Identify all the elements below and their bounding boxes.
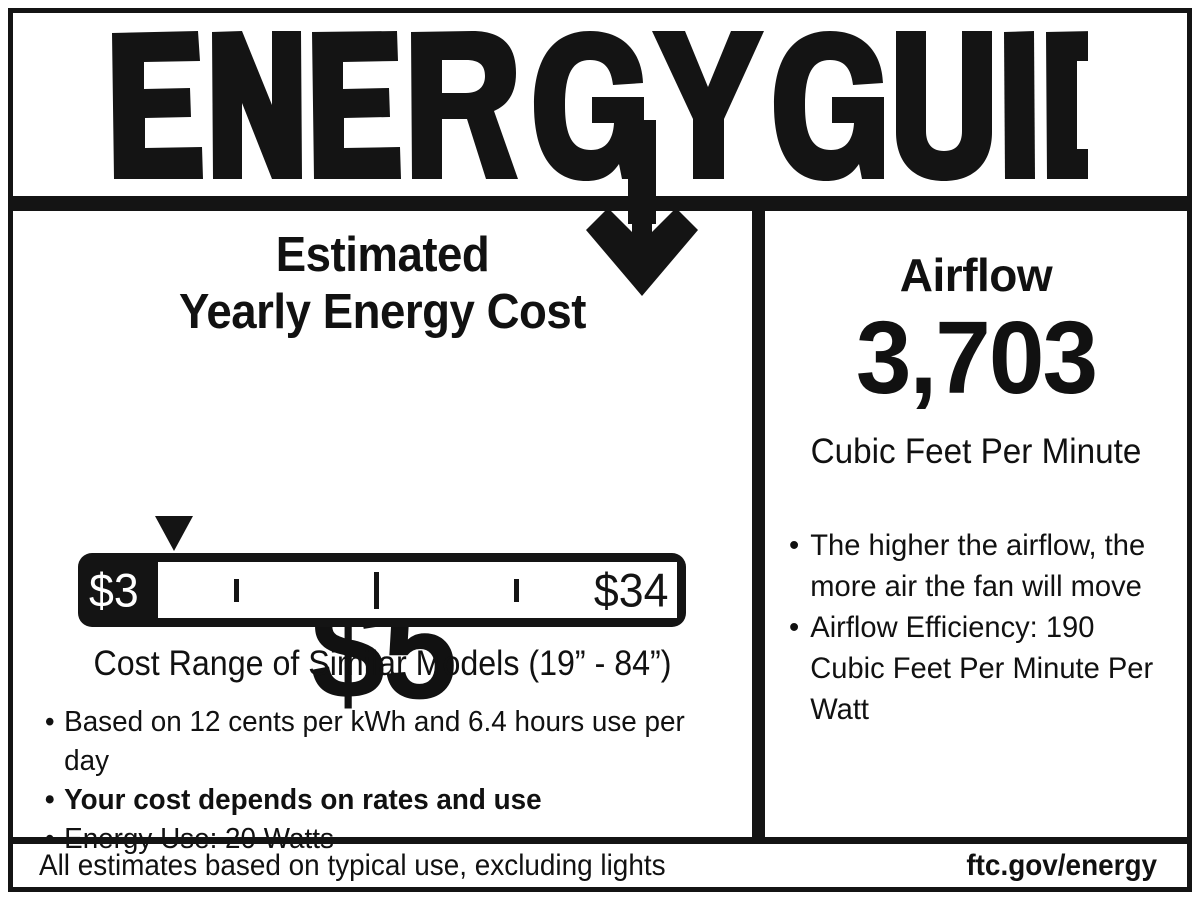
range-tick-2 [374,572,379,609]
list-item: • Your cost depends on rates and use [43,781,720,820]
list-item: • Airflow Efficiency: 190 Cubic Feet Per… [787,607,1167,730]
energyguide-logo [13,13,1187,196]
airflow-bullets: • The higher the airflow, the more air t… [787,525,1179,730]
estimated-cost-heading: Estimated Yearly Energy Cost [39,227,726,341]
cost-range-bar: $3 $34 [78,553,686,627]
label-header [13,13,1187,196]
cost-range-track: $34 [158,562,677,618]
airflow-panel: Airflow 3,703 Cubic Feet Per Minute • Th… [765,211,1187,837]
down-arrow-stem [628,120,656,224]
cost-range-high-label: $34 [593,563,668,617]
label-border [8,8,1192,892]
cost-range-widget: $3 $34 [78,507,703,639]
footer-note: All estimates based on typical use, excl… [39,849,666,882]
list-item-label: Based on 12 cents per kWh and 6.4 hours … [64,706,685,777]
energyguide-logo-icon [112,31,1088,181]
header-divider-rule [8,196,1192,211]
bullet-dot-icon: • [788,611,800,644]
estimated-cost-bullets: • Based on 12 cents per kWh and 6.4 hour… [43,703,748,859]
estimated-cost-heading-line1: Estimated [275,228,490,282]
triangle-pointer-icon [155,516,193,551]
estimated-cost-heading-line2: Yearly Energy Cost [178,285,587,339]
range-tick-3 [514,579,519,602]
range-tick-1 [234,579,239,602]
down-arrow-icon [586,120,698,310]
list-item: • The higher the airflow, the more air t… [787,525,1167,607]
down-arrow-head [586,208,698,296]
airflow-units: Cubic Feet Per Minute [810,432,1142,471]
bullet-dot-icon: • [788,529,800,562]
list-item-label: Airflow Efficiency: 190 Cubic Feet Per M… [810,611,1154,726]
bullet-dot-icon: • [44,784,55,816]
bullet-dot-icon: • [44,706,55,738]
footer-url[interactable]: ftc.gov/energy [966,849,1157,882]
airflow-value: 3,703 [855,300,1098,415]
cost-range-caption: Cost Range of Similar Models (19” - 84”) [93,644,672,683]
list-item-label: Your cost depends on rates and use [64,784,542,816]
cost-range-low-label: $3 [89,563,139,617]
label-footer: All estimates based on typical use, excl… [13,844,1187,887]
estimated-cost-panel: Estimated Yearly Energy Cost $5 $3 $34 C… [13,211,752,855]
footer-divider-rule [8,837,1192,844]
list-item-label: The higher the airflow, the more air the… [810,529,1146,603]
panel-divider [752,211,765,837]
airflow-heading: Airflow [899,249,1053,301]
list-item: • Based on 12 cents per kWh and 6.4 hour… [43,703,720,781]
